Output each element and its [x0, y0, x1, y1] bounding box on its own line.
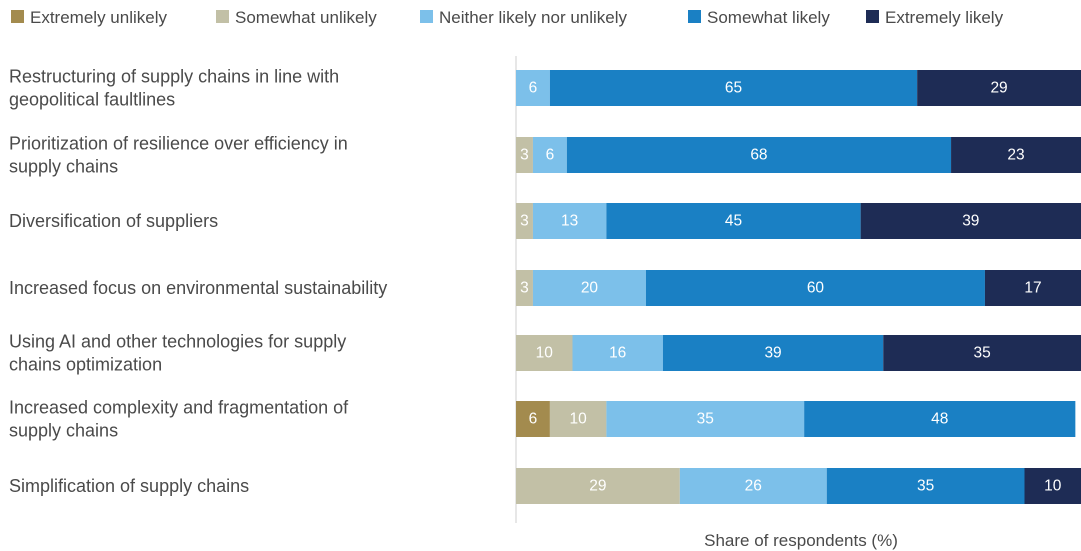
bar-segment	[516, 70, 550, 106]
bar-segment	[917, 70, 1081, 106]
bar-segment	[532, 270, 646, 306]
data-label: 29	[589, 478, 606, 495]
data-label: 6	[529, 80, 538, 97]
category-label: Diversification of suppliers	[9, 211, 218, 231]
data-label: 48	[931, 411, 948, 428]
bar-segment	[572, 335, 663, 371]
bar-segment	[804, 401, 1076, 437]
bar-segment	[516, 468, 680, 504]
bar-segment	[883, 335, 1081, 371]
legend-swatch	[216, 10, 229, 23]
data-label: 17	[1024, 280, 1041, 297]
data-label: 10	[1044, 478, 1062, 495]
legend-label: Neither likely nor unlikely	[439, 8, 628, 27]
legend-label: Somewhat unlikely	[235, 8, 377, 27]
bar-segment	[516, 335, 573, 371]
category-label: Increased focus on environmental sustain…	[9, 278, 387, 298]
data-label: 6	[529, 411, 538, 428]
data-label: 35	[697, 411, 714, 428]
data-label: 10	[570, 411, 588, 428]
data-label: 65	[725, 80, 742, 97]
legend-label: Extremely likely	[885, 8, 1004, 27]
category-labels: Restructuring of supply chains in line w…	[9, 67, 387, 497]
bar-segment	[860, 203, 1081, 239]
data-label: 45	[725, 213, 742, 230]
bar-segment	[532, 203, 607, 239]
legend: Extremely unlikely Somewhat unlikely Neith…	[11, 8, 1004, 27]
data-label: 10	[536, 345, 554, 362]
category-label: Restructuring of supply chains in line w…	[9, 67, 339, 110]
data-label: 3	[520, 280, 529, 297]
bar-segment	[1024, 468, 1081, 504]
legend-swatch	[420, 10, 433, 23]
data-label: 39	[962, 213, 979, 230]
data-label: 29	[990, 80, 1007, 97]
bar-segment	[549, 70, 918, 106]
bar-segment	[549, 401, 607, 437]
category-label: Using AI and other technologies for supp…	[9, 332, 346, 375]
data-label: 26	[745, 478, 762, 495]
legend-label: Extremely unlikely	[30, 8, 167, 27]
bar-segment	[645, 270, 985, 306]
bar-segment	[516, 137, 533, 173]
data-label: 20	[581, 280, 599, 297]
data-label: 6	[546, 147, 555, 164]
bar-segment	[606, 203, 861, 239]
data-label: 3	[520, 147, 529, 164]
data-label: 39	[764, 345, 781, 362]
bar-segment	[516, 401, 550, 437]
bar-segment	[516, 203, 533, 239]
category-label: Increased complexity and fragmentation o…	[9, 398, 349, 441]
bar-segment	[516, 270, 533, 306]
data-label: 60	[807, 280, 825, 297]
bar-segment	[566, 137, 952, 173]
bar-segment	[679, 468, 827, 504]
data-label: 35	[974, 345, 991, 362]
data-label: 23	[1007, 147, 1024, 164]
bar-segment	[984, 270, 1081, 306]
category-label: Prioritization of resilience over effici…	[9, 134, 348, 177]
bar-segment	[532, 137, 567, 173]
bar-segment	[826, 468, 1025, 504]
data-label: 35	[917, 478, 934, 495]
category-label: Simplification of supply chains	[9, 476, 249, 496]
bar-segment	[662, 335, 884, 371]
legend-label: Somewhat likely	[707, 8, 830, 27]
data-label: 13	[561, 213, 578, 230]
x-axis-label: Share of respondents (%)	[704, 531, 898, 550]
data-label: 16	[609, 345, 626, 362]
legend-swatch	[688, 10, 701, 23]
data-label: 3	[520, 213, 529, 230]
bar-segment	[606, 401, 805, 437]
data-label: 68	[750, 147, 767, 164]
legend-swatch	[11, 10, 24, 23]
legend-swatch	[866, 10, 879, 23]
bar-segment	[951, 137, 1081, 173]
